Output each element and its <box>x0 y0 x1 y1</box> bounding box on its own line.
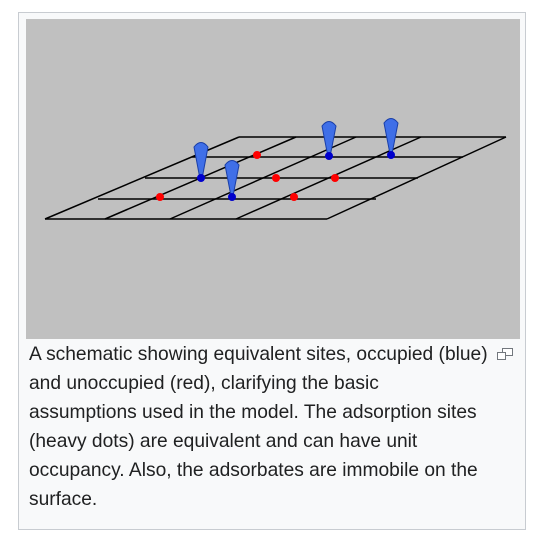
occupied-site <box>325 152 333 160</box>
occupied-site <box>387 151 395 159</box>
schematic-svg <box>44 118 507 220</box>
magnify-clip-icon[interactable] <box>497 347 513 360</box>
adsorbate <box>224 160 240 201</box>
adsorbate <box>383 118 399 159</box>
adsorbate <box>321 121 337 160</box>
unoccupied-sites <box>156 151 339 201</box>
enlarge-icon <box>497 348 513 360</box>
adsorbate <box>193 142 209 182</box>
unoccupied-site <box>253 151 261 159</box>
occupied-site <box>228 193 236 201</box>
unoccupied-site <box>290 193 298 201</box>
figure-thumbnail: A schematic showing equivalent sites, oc… <box>18 12 526 530</box>
unoccupied-site <box>156 193 164 201</box>
adsorption-schematic[interactable] <box>26 19 520 339</box>
occupied-site <box>197 174 205 182</box>
occupied-sites <box>193 118 399 201</box>
lattice-line <box>326 136 507 220</box>
unoccupied-site <box>272 174 280 182</box>
unoccupied-site <box>331 174 339 182</box>
figure-caption: A schematic showing equivalent sites, oc… <box>29 344 488 510</box>
lattice-line <box>169 136 357 220</box>
